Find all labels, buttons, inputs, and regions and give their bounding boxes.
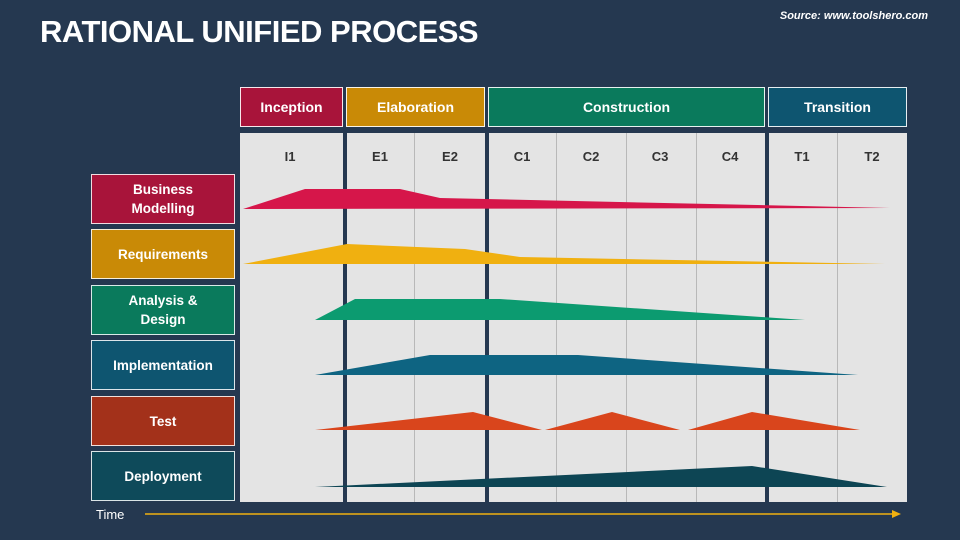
discipline-label: Business Modelling [131,182,195,216]
discipline-label: Test [149,413,177,429]
iteration-label: C1 [513,149,531,164]
hump-test-2 [545,412,680,430]
phase-label: Transition [804,99,871,115]
discipline-test: Test [91,396,235,446]
iteration-label: C2 [582,149,600,164]
hump-test-1 [315,412,542,430]
discipline-business-modelling: Business Modelling [91,174,235,224]
discipline-implementation: Implementation [91,340,235,390]
time-label: Time [96,507,125,522]
hump-test-3 [688,412,860,430]
hump-deployment [315,466,887,487]
discipline-label: Implementation [113,357,213,373]
phase-label: Elaboration [376,99,454,115]
iteration-label: I1 [284,149,296,164]
iteration-label: T2 [864,149,880,164]
source-note: Source: www.toolshero.com [779,10,928,22]
hump-analysis-design [315,299,805,320]
discipline-requirements: Requirements [91,229,235,279]
discipline-label: Deployment [124,468,202,484]
phase-construction: Construction [488,87,765,127]
page-title: RATIONAL UNIFIED PROCESS [40,14,479,49]
discipline-analysis-design: Analysis & Design [91,285,235,335]
hump-business-modelling [243,189,890,209]
hump-implementation [315,355,858,375]
hump-requirements [243,244,885,264]
phase-inception: Inception [240,87,343,127]
iteration-label: C4 [721,149,739,164]
time-arrow-head [892,510,901,518]
phase-transition: Transition [768,87,907,127]
phase-label: Construction [582,99,671,115]
discipline-label: Requirements [117,246,209,262]
discipline-deployment: Deployment [91,451,235,501]
phase-label: Inception [260,99,323,115]
discipline-label: Analysis & Design [128,293,198,327]
iteration-label: E1 [372,149,388,164]
iteration-label: C3 [651,149,669,164]
iteration-label: E2 [442,149,458,164]
phase-elaboration: Elaboration [346,87,485,127]
iteration-label: T1 [794,149,810,164]
